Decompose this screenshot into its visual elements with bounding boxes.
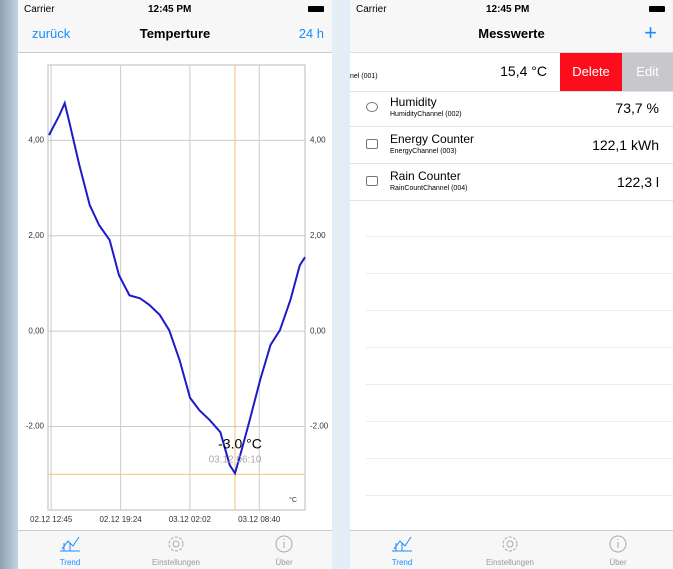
y2-tick-label: 2,00 [310,231,326,240]
separator [366,273,673,274]
tab-bar: Trend Einstellungen Über [350,530,673,569]
row-icon [366,102,378,112]
row-name: Rain Counter [390,169,461,183]
separator [366,458,673,459]
separator [366,310,673,311]
row-channel: EnergyChannel (003) [390,148,457,155]
row-channel: HumidityChannel (002) [390,111,462,118]
x-tick-label: 02.12 19:24 [99,515,142,524]
row-icon [366,139,378,149]
plot-frame [47,64,306,511]
battery [649,6,665,12]
separator [366,236,673,237]
range-button[interactable]: 24 h [298,26,324,41]
line [48,100,306,476]
trend-icon [60,536,80,552]
settings-icon [168,536,184,552]
y-tick-label: -2,00 [26,422,45,431]
unit-label: °C [289,496,297,504]
row-channel: nel (001) [350,73,378,80]
separator [366,495,673,496]
separator [366,384,673,385]
y2-tick-label: 4,00 [310,135,326,144]
x-tick-label: 03.12 02:02 [169,515,212,524]
row-channel: RainCountChannel (004) [390,185,468,192]
chart: -2,00 -2,00 0,00 0,00 2,00 2,00 4,00 4,00 02.12 … [26,64,329,524]
separator [366,421,673,422]
x-tick-label: 02.12 12:45 [30,515,73,524]
carrier: Carrier [356,4,387,15]
clock: 12:45 PM [486,4,530,15]
about-icon [275,535,293,553]
clock: 12:45 PM [148,4,192,15]
row-swiped[interactable]: nel (001) 15,4 °C Delete Edit [350,52,673,92]
y-tick-label: 0,00 [28,326,44,335]
row-value: 122,3 l [616,174,659,190]
row-value: 73,7 % [615,100,659,116]
tab-trend[interactable]: Trend [391,558,413,567]
tab-about[interactable]: Über [275,558,293,567]
tab-settings[interactable]: Einstellungen [485,558,535,567]
y2-tick-label: -2,00 [310,422,329,431]
annotation-time: 03.12 06:10 [209,455,262,466]
row[interactable]: Rain Counter RainCountChannel (004) 122,3 … [350,164,673,201]
row[interactable]: Energy Counter EnergyChannel (003) 122,1 k… [350,127,673,164]
row[interactable]: Humidity HumidityChannel (002) 73,7 % [350,90,673,127]
separator [366,347,673,348]
tab-about[interactable]: Über [609,558,627,567]
battery [308,6,324,12]
back-button[interactable]: zurück [32,26,71,41]
add-button[interactable]: + [644,20,657,45]
trend-icon [392,536,412,552]
annotation-label: -3.0 °C [218,436,262,452]
about-icon [609,535,627,553]
settings-icon [502,536,518,552]
row-value: 15,4 °C [500,63,547,79]
delete-button[interactable]: Delete [560,53,622,91]
y-tick-label: 4,00 [28,135,44,144]
row-name: Humidity [390,95,437,109]
row-value: 122,1 kWh [592,137,659,153]
nav-bar: Carrier 12:45 PM Messwerte + [350,0,673,52]
right-screen: Carrier 12:45 PM Messwerte + nel (001) 1… [350,0,673,569]
nav-title: Messwerte [478,26,545,41]
carrier: Carrier [24,4,55,15]
tab-settings[interactable]: Einstellungen [151,558,201,567]
y-tick-label: 2,00 [28,231,44,240]
x-tick-label: 03.12 08:40 [238,515,281,524]
tab-trend[interactable]: Trend [59,558,81,567]
row-name: Energy Counter [390,132,475,146]
y2-tick-label: 0,00 [310,326,326,335]
nav-bar: Carrier 12:45 PM zurück Temperture 24 h [18,0,332,53]
edit-button[interactable]: Edit [622,53,673,91]
nav-title: Temperture [139,26,211,41]
row-icon [366,176,378,186]
tab-bar: Trend Einstellungen Über [18,530,332,569]
